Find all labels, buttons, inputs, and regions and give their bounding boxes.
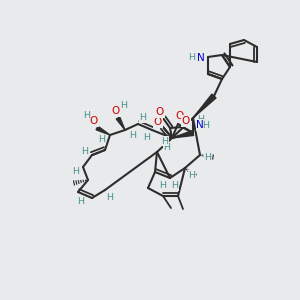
Text: O: O: [156, 107, 164, 117]
Text: O: O: [182, 116, 190, 126]
Text: H: H: [140, 113, 146, 122]
Text: H: H: [82, 148, 88, 157]
Text: H: H: [77, 197, 85, 206]
Text: H: H: [143, 133, 151, 142]
Text: N: N: [196, 120, 204, 130]
Text: O: O: [176, 111, 184, 121]
Text: H: H: [197, 116, 205, 124]
Text: H: H: [161, 136, 169, 146]
Text: H: H: [83, 112, 91, 121]
Polygon shape: [96, 126, 110, 135]
Polygon shape: [172, 130, 194, 138]
Text: H: H: [98, 136, 106, 145]
Text: H: H: [106, 194, 113, 202]
Text: O: O: [154, 117, 162, 127]
Text: H: H: [172, 182, 178, 190]
Text: H: H: [188, 53, 196, 62]
Text: H: H: [188, 170, 196, 179]
Text: N: N: [197, 53, 205, 63]
Text: H: H: [160, 182, 167, 190]
Text: H: H: [130, 130, 136, 140]
Text: O: O: [112, 106, 120, 116]
Polygon shape: [193, 94, 216, 118]
Text: H: H: [121, 100, 128, 109]
Text: H: H: [73, 167, 80, 176]
Polygon shape: [116, 117, 125, 130]
Text: H: H: [164, 142, 170, 152]
Text: O: O: [90, 116, 98, 126]
Text: H: H: [205, 152, 212, 161]
Text: H: H: [202, 121, 209, 130]
